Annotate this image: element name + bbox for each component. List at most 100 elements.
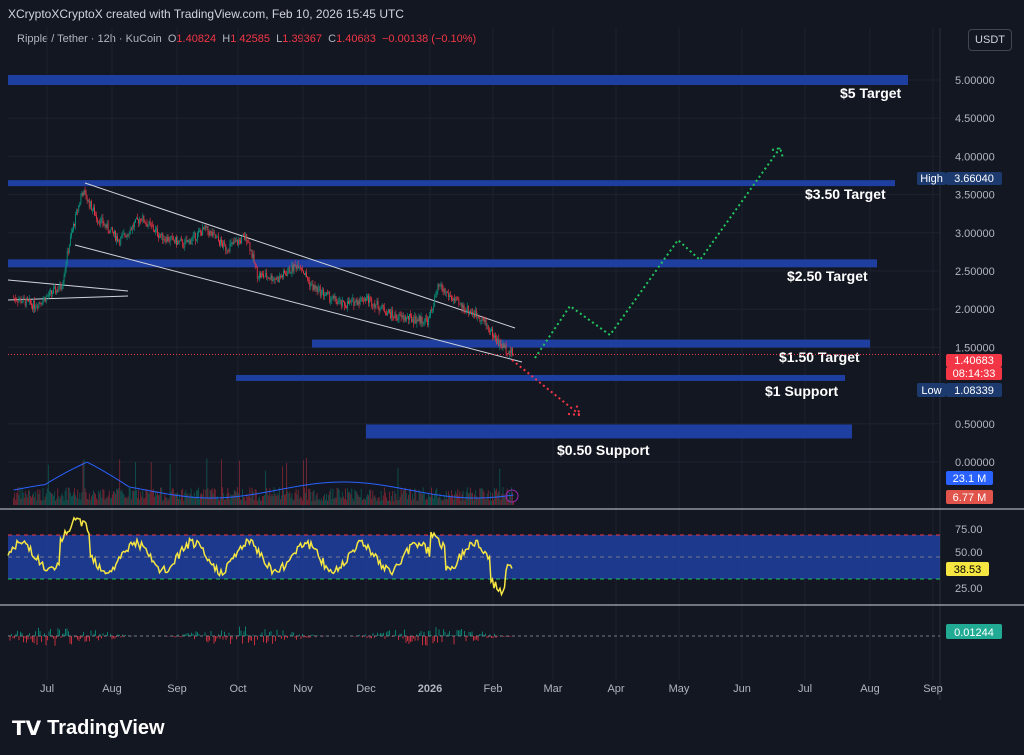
candle-body	[74, 223, 75, 226]
macd-histogram-bar	[173, 636, 174, 637]
rsi-tick: 75.00	[955, 524, 983, 536]
currency-button[interactable]: USDT	[968, 29, 1012, 51]
candle-body	[156, 228, 157, 230]
volume-bar	[226, 494, 228, 505]
candle-body	[40, 302, 42, 304]
volume-bar	[341, 491, 343, 505]
volume-bar	[23, 497, 25, 505]
candle-body	[441, 284, 443, 290]
volume-bar	[34, 497, 36, 505]
macd-histogram-bar	[269, 631, 270, 636]
candle-body	[312, 283, 314, 291]
candle-body	[380, 307, 382, 309]
candle-body	[254, 262, 256, 265]
macd-histogram-bar	[35, 631, 36, 636]
candle-body	[244, 236, 246, 240]
macd-histogram-bar	[476, 636, 477, 640]
volume-bar	[307, 500, 309, 505]
candle-body	[499, 340, 501, 347]
volume-bar	[373, 496, 375, 505]
volume-bar	[513, 500, 514, 505]
candle-body	[460, 303, 462, 305]
volume-bar	[271, 493, 273, 505]
candle-body	[347, 301, 348, 308]
candle-body	[275, 279, 277, 280]
volume-bar	[203, 489, 205, 505]
macd-histogram-bar	[258, 635, 260, 636]
macd-histogram-bar	[47, 636, 48, 641]
macd-histogram-bar	[50, 628, 51, 636]
candle-body	[227, 250, 229, 252]
candle-body	[42, 299, 44, 304]
macd-histogram-bar	[254, 636, 255, 646]
candle-body	[41, 303, 43, 305]
macd-histogram-bar	[282, 630, 284, 636]
volume-bar	[351, 488, 353, 505]
volume-bar	[505, 494, 507, 505]
candle-body	[87, 199, 89, 202]
candle-body	[32, 305, 33, 310]
volume-bar	[26, 497, 28, 505]
volume-bar	[110, 497, 112, 505]
candle-body	[444, 288, 446, 294]
volume-bar	[291, 493, 293, 505]
macd-histogram-bar	[24, 636, 26, 639]
macd-histogram-bar	[303, 636, 305, 638]
candle-body	[53, 288, 54, 294]
macd-histogram-bar	[122, 634, 123, 636]
chart-canvas[interactable]: 5.00000 4.50000 4.00000 3.50000 3.00000 2.500…	[0, 0, 1024, 700]
macd-histogram-bar	[266, 636, 267, 644]
volume-bar	[432, 493, 434, 505]
volume-bar	[455, 490, 457, 505]
macd-histogram-bar	[123, 636, 125, 638]
macd-histogram-bar	[191, 632, 192, 636]
candle-body	[241, 236, 242, 244]
candle-body	[332, 295, 334, 299]
candle-body	[484, 319, 486, 322]
volume-bar	[363, 498, 365, 505]
volume-bar	[58, 496, 60, 505]
candle-body	[327, 292, 329, 293]
candle-body	[323, 289, 324, 297]
macd-histogram-bar	[114, 636, 116, 639]
volume-bar	[224, 499, 226, 505]
candle-body	[512, 348, 513, 355]
volume-bar	[263, 496, 264, 505]
candle-body	[396, 317, 398, 321]
candle-body	[75, 213, 77, 226]
volume-bar	[329, 491, 331, 505]
candle-body	[207, 226, 209, 232]
candle-body	[450, 295, 451, 297]
tv-logo-icon: 𝗧𝗩	[12, 718, 42, 740]
candle-body	[313, 285, 315, 291]
volume-bar	[330, 488, 332, 505]
candle-body	[419, 315, 421, 324]
volume-bar	[491, 500, 492, 505]
volume-bar	[396, 500, 398, 505]
volume-bar	[480, 488, 482, 505]
macd-histogram-bar	[267, 636, 269, 642]
macd-histogram-bar	[444, 631, 446, 636]
candle-body	[149, 221, 151, 224]
volume-bar	[510, 487, 512, 505]
tradingview-logo[interactable]: 𝗧𝗩 TradingView	[12, 716, 165, 741]
volume-bar	[420, 493, 422, 505]
volume-bar	[35, 491, 37, 505]
volume-bar	[245, 500, 247, 505]
macd-histogram-bar	[239, 626, 240, 636]
candle-body	[506, 353, 508, 354]
volume-bar	[501, 493, 503, 505]
volume-bar	[204, 498, 206, 505]
symbol-info[interactable]: Ripple / Tether · 12h · KuCoin	[17, 33, 162, 45]
candle-body	[281, 276, 282, 278]
candle-body	[510, 348, 512, 354]
countdown-badge: 08:14:33	[953, 368, 996, 380]
candle-body	[130, 229, 132, 231]
candle-body	[437, 284, 439, 292]
volume-bar	[438, 497, 440, 505]
volume-bar	[445, 491, 447, 505]
candle-body	[123, 233, 125, 235]
candle-body	[472, 312, 473, 315]
volume-bar	[478, 498, 480, 505]
macd-histogram-bar	[366, 636, 368, 639]
